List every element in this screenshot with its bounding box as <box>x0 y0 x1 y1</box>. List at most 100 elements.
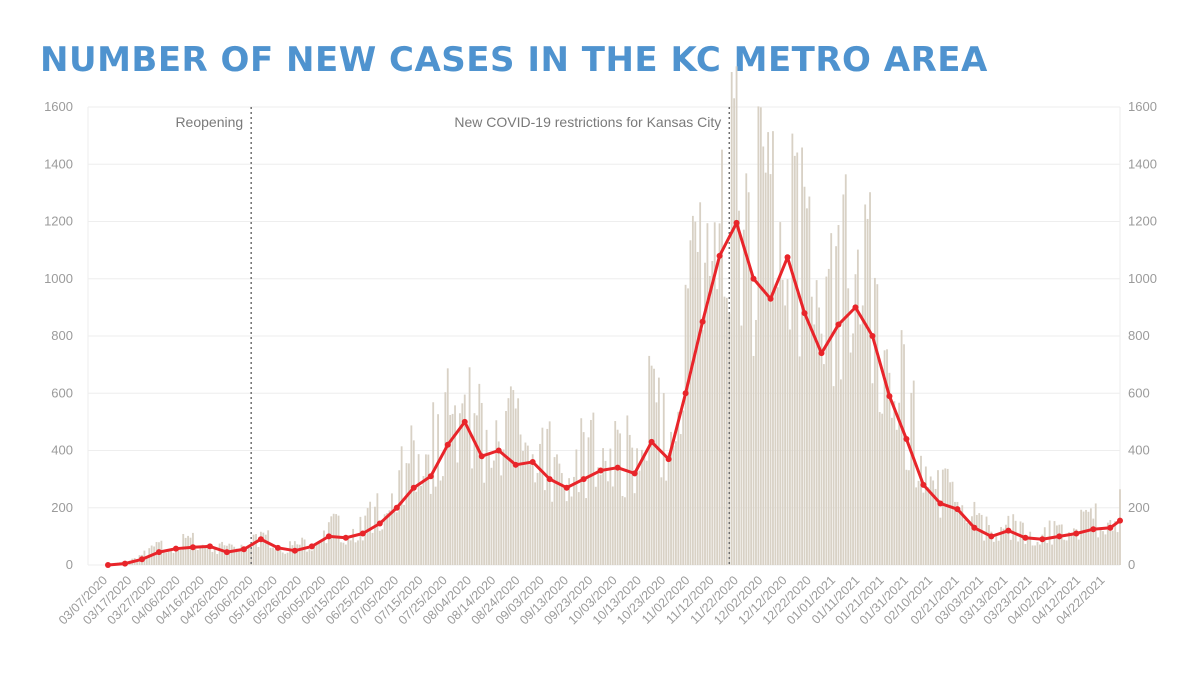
daily-bar <box>798 356 801 565</box>
daily-bar <box>932 480 935 565</box>
daily-bar <box>199 547 202 565</box>
daily-bar <box>177 548 180 565</box>
daily-bar <box>425 454 427 565</box>
average-point <box>461 418 468 425</box>
daily-bar <box>563 486 566 565</box>
y-tick-label-right: 1400 <box>1128 156 1157 171</box>
y-tick-label-left: 1400 <box>44 156 73 171</box>
daily-bar <box>301 537 304 565</box>
daily-bar <box>461 403 464 565</box>
average-point <box>835 321 842 328</box>
daily-bar <box>1051 544 1053 565</box>
daily-bar <box>660 477 663 565</box>
daily-bar <box>1007 515 1010 565</box>
daily-bar <box>883 350 886 565</box>
daily-bar <box>716 289 719 565</box>
daily-bar <box>687 288 689 565</box>
daily-bar <box>856 249 859 566</box>
daily-bar <box>1102 531 1104 565</box>
average-point <box>784 254 791 261</box>
average-point <box>1073 530 1080 537</box>
daily-bar <box>551 501 554 565</box>
average-point <box>206 543 213 550</box>
daily-bar <box>900 330 903 565</box>
daily-bar <box>429 493 432 565</box>
daily-bar <box>691 215 694 566</box>
daily-bar <box>308 549 311 565</box>
daily-bar <box>878 412 881 565</box>
daily-bar <box>233 546 236 565</box>
daily-bar <box>759 107 762 565</box>
daily-bar <box>633 493 636 565</box>
average-point <box>1005 527 1012 534</box>
daily-bar <box>636 448 638 565</box>
average-point <box>410 484 417 491</box>
daily-bar <box>354 542 357 565</box>
daily-bar <box>269 547 272 565</box>
daily-bar <box>211 551 214 565</box>
daily-bar <box>172 552 175 565</box>
daily-bar <box>597 467 600 565</box>
daily-bar <box>602 448 604 565</box>
daily-bar <box>1104 534 1107 565</box>
y-tick-label-right: 800 <box>1128 328 1150 343</box>
y-tick-label-right: 400 <box>1128 443 1150 458</box>
daily-bar <box>1019 521 1022 565</box>
daily-bar <box>412 440 415 565</box>
daily-bar <box>383 514 386 565</box>
y-tick-label-left: 800 <box>51 328 73 343</box>
daily-bar <box>861 305 864 565</box>
average-point <box>1039 536 1046 543</box>
daily-bar <box>286 552 289 565</box>
daily-bar <box>466 425 469 565</box>
daily-bar <box>643 452 646 565</box>
daily-bar <box>228 543 231 565</box>
average-point <box>1107 524 1114 531</box>
daily-bar <box>806 208 808 565</box>
average-point <box>699 318 706 325</box>
daily-bar <box>937 470 939 565</box>
daily-bar <box>378 530 381 565</box>
daily-bar <box>903 344 905 565</box>
daily-bar <box>985 516 988 565</box>
daily-bar <box>497 441 500 565</box>
daily-bar <box>369 501 372 565</box>
daily-bar <box>272 547 274 565</box>
daily-bar <box>682 410 685 565</box>
daily-bar <box>488 453 490 565</box>
y-tick-label-left: 200 <box>51 500 73 515</box>
average-point <box>920 481 927 488</box>
daily-bar <box>284 553 287 565</box>
daily-bar <box>854 274 857 565</box>
daily-bar <box>298 544 301 565</box>
daily-bar <box>395 512 398 565</box>
daily-bar <box>386 513 388 565</box>
daily-bar <box>1041 534 1044 565</box>
daily-bar <box>539 443 541 565</box>
daily-bar <box>590 419 592 565</box>
daily-bar <box>934 488 937 565</box>
daily-bar <box>832 386 835 565</box>
average-point <box>733 219 740 226</box>
average-point <box>138 556 145 563</box>
daily-bar <box>1048 520 1051 565</box>
average-point <box>580 476 587 483</box>
daily-bar <box>750 272 753 565</box>
daily-bar <box>204 547 206 565</box>
daily-bar <box>779 222 782 565</box>
daily-bar <box>289 541 291 565</box>
daily-bar <box>441 476 444 565</box>
daily-bar <box>1070 533 1073 565</box>
daily-bar <box>259 531 262 565</box>
daily-bar <box>873 277 876 565</box>
daily-bar <box>890 417 893 565</box>
daily-bar <box>495 420 498 565</box>
daily-bar <box>458 413 461 565</box>
daily-bar <box>206 544 209 565</box>
daily-bar <box>1043 527 1046 565</box>
daily-bar <box>490 467 493 565</box>
daily-bar <box>366 508 369 565</box>
daily-bar <box>240 544 243 565</box>
daily-bar <box>968 523 971 565</box>
average-point <box>342 534 349 541</box>
